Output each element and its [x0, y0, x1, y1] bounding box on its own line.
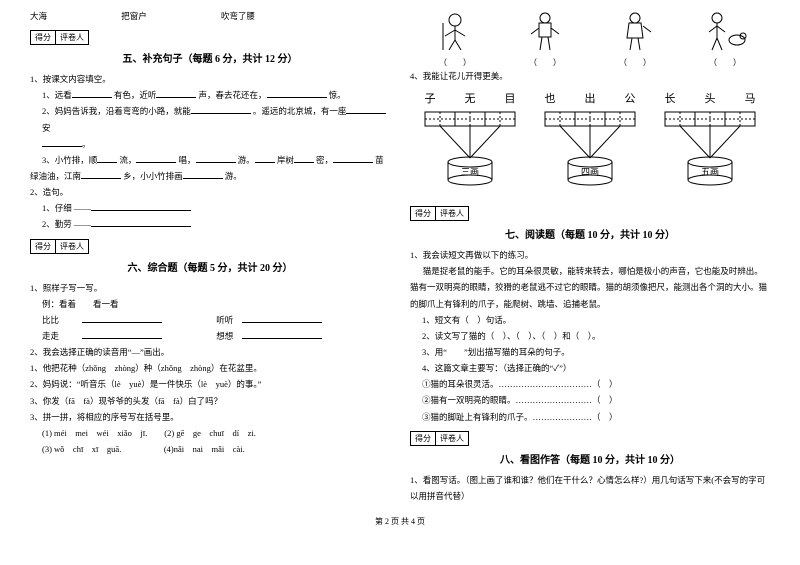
text: 乡，小小竹排画 [123, 171, 183, 181]
grader-label: 评卷人 [56, 240, 88, 253]
figure-2 [515, 8, 575, 53]
section-8-title: 八、看图作答（每题 10 分，共计 10 分） [410, 451, 770, 466]
bracket: （ ） [709, 57, 741, 68]
char: 也 [545, 90, 556, 106]
q1: 1、看图写话。（图上画了谁和谁？他们在干什么？心情怎么样?）用几句话写下来(不会… [410, 472, 770, 504]
char: 马 [745, 90, 756, 106]
diagram-2: 四画 [535, 110, 645, 192]
bracket: （ ） [529, 57, 561, 68]
text: 绿油油，江南 [30, 171, 81, 181]
text: 1、仔细 —— [42, 203, 91, 213]
text: 3、小竹排，顺 [42, 155, 97, 165]
q4: 4、我能让花儿开得更美。 [410, 68, 770, 84]
grader-label: 评卷人 [436, 207, 468, 220]
bracket: （ ） [619, 57, 651, 68]
char: 子 [425, 90, 436, 106]
text: 比比 [42, 312, 82, 328]
q3: 3、拼一拼，将相应的序号写在括号里。 [30, 409, 390, 425]
char: 公 [625, 90, 636, 106]
char: 长 [665, 90, 676, 106]
text: 3、你发（fā fà）现爷爷的头发（fā fà）白了吗？ [30, 393, 390, 409]
text: ②猫有一双明亮的眼睛。………………………（ ） [422, 392, 770, 408]
section-5-title: 五、补充句子（每题 6 分，共计 12 分） [30, 50, 390, 65]
q1: 1、按课文内容填空。 [30, 71, 390, 87]
char: 无 [465, 90, 476, 106]
diagram-3: 五画 [655, 110, 765, 192]
q2: 2、我会选择正确的读音用“—”画出。 [30, 344, 390, 360]
text: 2、妈妈告诉我，沿着弯弯的小路，就能 [42, 106, 191, 116]
text: 4、这篇文章主要写：（选择正确的“✓”） [422, 360, 770, 376]
text: ①猫的耳朵很灵活。……………………………（ ） [422, 376, 770, 392]
char: 目 [505, 90, 516, 106]
grader-label: 评卷人 [436, 432, 468, 445]
text: 2、勤劳 —— [42, 219, 91, 229]
score-box: 得分 评卷人 [410, 206, 469, 221]
text: 密， [316, 155, 333, 165]
text: 安 [42, 123, 51, 133]
text: 听听 [216, 315, 233, 325]
text: 。遥远的北京城，有一座 [253, 106, 347, 116]
text: 1、短文有（ ）句话。 [422, 312, 770, 328]
text: 岸树 [277, 155, 294, 165]
text: 声，春去花还在， [199, 90, 267, 100]
score-label: 得分 [31, 240, 56, 253]
text: 游。 [238, 155, 255, 165]
char-row: 子 无 目 也 出 公 长 头 马 [410, 90, 770, 106]
text: 游。 [225, 171, 242, 181]
char: 头 [705, 90, 716, 106]
char: 出 [585, 90, 596, 106]
text: 惊。 [329, 90, 346, 100]
svg-text:四画: 四画 [581, 167, 599, 177]
bracket-row: （ ） （ ） （ ） （ ） [410, 57, 770, 68]
figure-4 [695, 8, 755, 53]
text: 2、读文写了猫的（ ）、（ ）、（ ）和（ ）。 [422, 328, 770, 344]
figures-row [410, 8, 770, 53]
example: 例：看着 看一看 [42, 296, 390, 312]
text: 大海 [30, 11, 47, 21]
text: 流， [119, 155, 136, 165]
score-label: 得分 [411, 432, 436, 445]
svg-text:五画: 五画 [701, 167, 719, 177]
text: 有色，近听 [114, 90, 157, 100]
svg-text:三画: 三画 [461, 167, 479, 177]
text: 走走 [42, 328, 82, 344]
q1: 1、我会读短文再做以下的练习。 [410, 247, 770, 263]
score-box: 得分 评卷人 [30, 239, 89, 254]
diagrams: 三画 四画 [410, 110, 770, 192]
text: 唱， [179, 155, 196, 165]
section-7-title: 七、阅读题（每题 10 分，共计 10 分） [410, 226, 770, 241]
section-6-title: 六、综合题（每题 5 分，共计 20 分） [30, 259, 390, 274]
figure-3 [605, 8, 665, 53]
q2: 2、造句。 [30, 184, 390, 200]
text: 把窗户 [121, 11, 147, 21]
bracket: （ ） [439, 57, 471, 68]
q1: 1、照样子写一写。 [30, 280, 390, 296]
text: 1、他把花种（zhǒng zhòng）种（zhǒng zhòng）在花盆里。 [30, 360, 390, 376]
score-label: 得分 [31, 31, 56, 44]
text: 苗 [375, 155, 384, 165]
text: 想想 [216, 331, 233, 341]
score-box: 得分 评卷人 [30, 30, 89, 45]
grader-label: 评卷人 [56, 31, 88, 44]
page-footer: 第 2 页 共 4 页 [0, 516, 800, 527]
text: 3、用“ ”划出描写猫的耳朵的句子。 [422, 344, 770, 360]
diagram-1: 三画 [415, 110, 525, 192]
passage: 猫是捉老鼠的能手。它的耳朵很灵敏，能转来转去，哪怕是极小的声音，它也能及时辨出。… [410, 263, 770, 311]
right-column: （ ） （ ） （ ） （ ） 4、我能让花儿开得更美。 子 无 目 也 出 公… [400, 8, 780, 504]
text: 吹弯了腰 [221, 11, 255, 21]
text: 2、妈妈说：“听音乐（lè yuè）是一件快乐（lè yuè）的事。” [30, 376, 390, 392]
score-box: 得分 评卷人 [410, 431, 469, 446]
text: 。 [82, 139, 91, 149]
text: (1) méi mei wéi xiǎo jī. (2) gē ge chuī … [42, 425, 390, 441]
text: 1、远看 [42, 90, 72, 100]
score-label: 得分 [411, 207, 436, 220]
figure-1 [425, 8, 485, 53]
left-column: 大海 把窗户 吹弯了腰 得分 评卷人 五、补充句子（每题 6 分，共计 12 分… [20, 8, 400, 504]
text: (3) wǒ chī xī guā. (4)nǎi nai mǎi cài. [42, 441, 390, 457]
text: ③猫的脚趾上有锋利的爪子。…………………（ ） [422, 409, 770, 425]
